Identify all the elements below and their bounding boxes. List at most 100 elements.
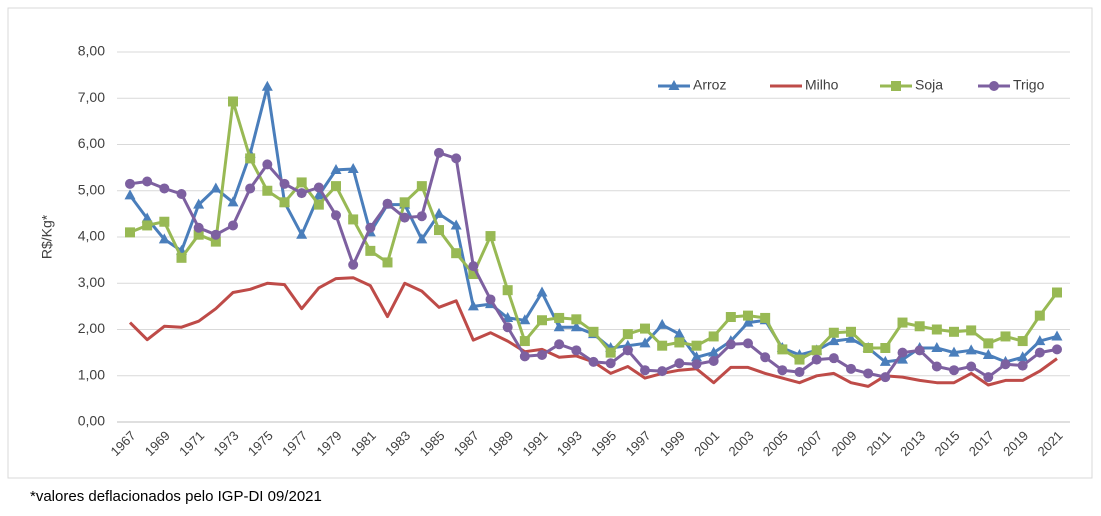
point-marker (399, 212, 410, 223)
point-marker (828, 335, 840, 346)
point-marker (468, 261, 479, 272)
point-marker (605, 358, 616, 369)
point-marker (450, 219, 462, 230)
point-marker (794, 367, 805, 378)
point-marker (639, 337, 651, 348)
point-marker (605, 347, 616, 358)
point-marker (708, 331, 719, 342)
point-marker (570, 321, 582, 332)
point-marker (846, 363, 856, 374)
point-marker (1034, 310, 1045, 321)
point-marker (125, 227, 135, 238)
point-marker (1034, 347, 1045, 358)
point-marker (588, 326, 599, 337)
legend-label: Milho (805, 77, 839, 93)
point-marker (674, 358, 685, 369)
point-marker (1000, 331, 1011, 342)
point-marker (1017, 351, 1029, 362)
point-marker (554, 339, 565, 350)
point-marker (794, 354, 805, 365)
point-marker (245, 153, 256, 164)
point-marker (891, 81, 901, 91)
point-marker (931, 342, 943, 352)
point-marker (588, 356, 599, 367)
point-marker (674, 337, 685, 348)
point-marker (159, 183, 170, 194)
point-marker (880, 372, 891, 383)
point-marker (245, 183, 256, 194)
point-marker (348, 214, 359, 225)
point-marker (691, 359, 702, 370)
legend-label: Trigo (1013, 77, 1045, 93)
point-marker (279, 197, 290, 208)
point-marker (382, 198, 393, 209)
point-marker (467, 300, 479, 311)
point-marker (657, 366, 668, 377)
point-marker (519, 314, 531, 325)
point-marker (279, 178, 290, 189)
point-marker (863, 368, 874, 379)
point-marker (897, 353, 908, 364)
y-tick-label: 3,00 (78, 274, 105, 290)
point-marker (537, 349, 547, 360)
point-marker (1017, 336, 1028, 347)
point-marker (142, 220, 153, 231)
point-marker (879, 355, 891, 366)
point-marker (519, 336, 530, 347)
point-marker (622, 345, 633, 356)
point-marker (451, 248, 462, 259)
point-marker (743, 338, 753, 349)
point-marker (331, 181, 341, 192)
point-marker (485, 294, 496, 305)
point-marker (124, 189, 136, 200)
point-marker (966, 361, 977, 372)
point-marker (227, 196, 239, 207)
point-marker (536, 286, 548, 297)
point-marker (193, 198, 205, 209)
point-marker (966, 325, 977, 336)
point-marker (228, 220, 238, 231)
point-marker (262, 185, 273, 196)
point-marker (313, 199, 324, 210)
y-tick-label: 7,00 (78, 89, 105, 105)
point-marker (725, 339, 736, 350)
point-marker (193, 229, 204, 240)
point-marker (622, 329, 633, 340)
point-marker (571, 314, 582, 325)
legend-label: Arroz (693, 77, 726, 93)
y-tick-label: 4,00 (78, 228, 105, 244)
point-marker (502, 322, 513, 333)
y-tick-label: 1,00 (78, 366, 105, 382)
point-marker (142, 176, 153, 187)
point-marker (433, 207, 445, 218)
point-marker (949, 326, 959, 337)
point-marker (416, 233, 428, 244)
point-marker (519, 351, 530, 362)
point-marker (777, 365, 788, 376)
point-marker (1017, 360, 1028, 371)
point-marker (382, 257, 393, 268)
point-marker (347, 163, 359, 174)
point-marker (914, 321, 925, 332)
point-marker (880, 343, 891, 353)
point-marker (640, 323, 650, 334)
point-marker (416, 211, 427, 222)
point-marker (828, 353, 839, 364)
point-marker (640, 365, 650, 376)
point-marker (261, 80, 273, 91)
point-marker (158, 233, 170, 244)
point-marker (554, 312, 565, 323)
y-tick-label: 6,00 (78, 135, 105, 151)
point-marker (691, 340, 702, 351)
point-marker (673, 328, 685, 339)
point-marker (365, 245, 376, 256)
point-marker (313, 189, 325, 200)
point-marker (897, 347, 908, 358)
point-marker (416, 181, 427, 192)
point-marker (811, 345, 822, 356)
point-marker (708, 355, 719, 366)
y-tick-label: 8,00 (78, 43, 105, 59)
point-marker (931, 361, 942, 372)
